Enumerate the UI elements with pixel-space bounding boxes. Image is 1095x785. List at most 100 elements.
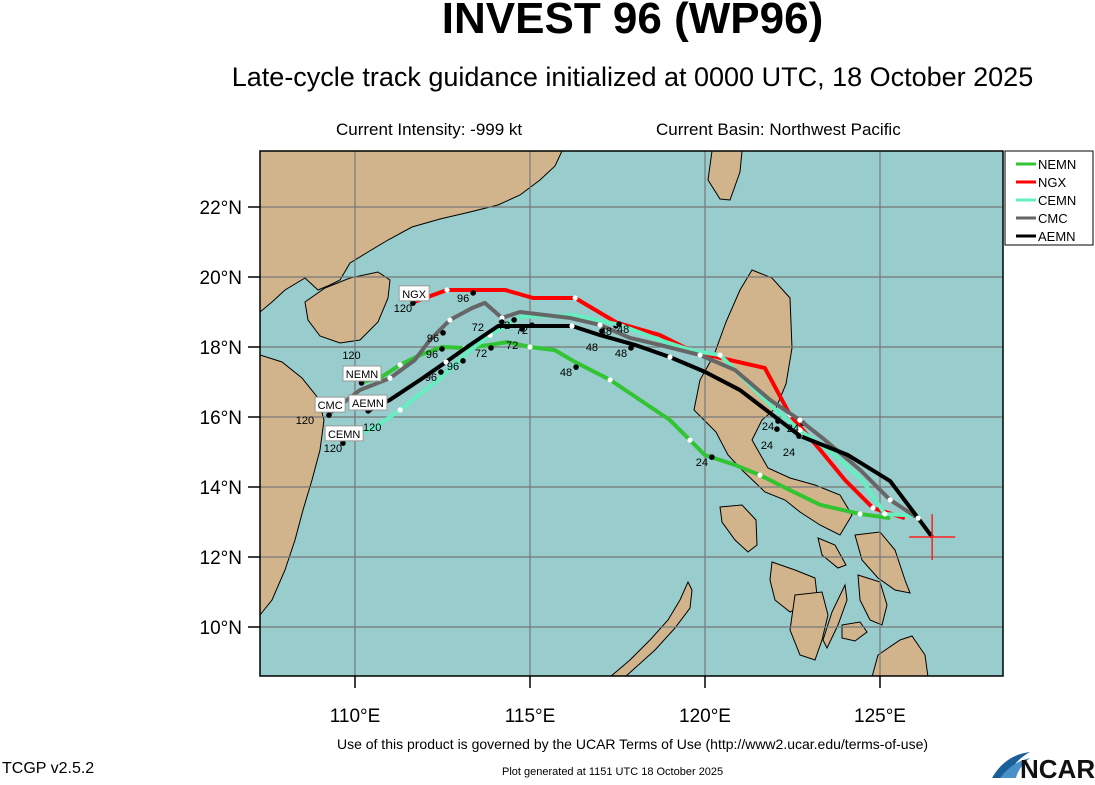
forecast-hour-label: 96 — [447, 361, 459, 373]
forecast-hour-dot — [410, 300, 416, 306]
forecast-hour-label: 96 — [426, 349, 438, 361]
legend-box — [1004, 150, 1094, 246]
forecast-hour-label: 48 — [600, 326, 612, 338]
legend-label: CEMN — [1038, 193, 1076, 208]
track-name-box — [314, 396, 346, 413]
forecast-hour-dot — [440, 330, 446, 336]
track-name-label: NGX — [402, 289, 427, 301]
forecast-hour-label: 48 — [617, 324, 629, 336]
y-tick-label: 10°N — [200, 618, 242, 639]
forecast-hour-label: 72 — [498, 320, 510, 332]
forecast-hour-dot — [616, 321, 622, 327]
forecast-hour-label: 48 — [615, 348, 627, 360]
page-subtitle: Late-cycle track guidance initialized at… — [231, 62, 1034, 92]
forecast-hour-dot — [774, 426, 780, 432]
track-point-12h — [527, 344, 533, 350]
forecast-hour-label: 48 — [586, 342, 598, 354]
track-line — [367, 324, 934, 539]
track-cmc — [326, 300, 920, 520]
axis-ticks: 110°E 115°E 120°E 125°E 10°N 12°N 14°N 16°N 18°N… — [200, 198, 906, 727]
x-tick-label: 120°E — [679, 706, 731, 727]
forecast-hour-dot — [599, 328, 605, 334]
track-name-box — [324, 425, 364, 442]
land-cebu — [822, 583, 848, 650]
forecast-hour-label: 24 — [783, 447, 795, 459]
forecast-hour-dot — [573, 364, 579, 370]
track-point-12h — [569, 323, 575, 329]
forecast-hour-dot — [499, 319, 505, 325]
forecast-hour-dot — [326, 412, 332, 418]
y-tick-label: 12°N — [200, 548, 242, 569]
forecast-hour-label: 72 — [516, 325, 528, 337]
forecast-hour-label: 24 — [787, 423, 799, 435]
track-point-12h — [444, 287, 450, 293]
track-point-12h — [443, 359, 449, 365]
forecast-hour-label: 24 — [761, 440, 773, 452]
forecast-hour-dot — [439, 346, 445, 352]
land-taiwan — [707, 151, 743, 201]
land-mindoro — [719, 504, 758, 553]
forecast-hour-label: 96 — [457, 293, 469, 305]
land-masbate — [817, 537, 847, 569]
land-samar — [854, 531, 911, 594]
track-point-12h — [687, 437, 693, 443]
land-mindanao — [871, 635, 929, 676]
track-point-12h — [915, 515, 921, 521]
ncar-logo: NCAR — [990, 750, 1095, 785]
track-line — [328, 300, 920, 520]
forecast-hour-dot — [460, 358, 466, 364]
forecast-hour-dot — [488, 345, 494, 351]
track-name-box — [342, 365, 382, 382]
y-tick-label: 22°N — [200, 198, 242, 219]
forecast-hour-label: 72 — [506, 340, 518, 352]
track-point-12h — [797, 427, 803, 433]
track-name-box — [348, 394, 388, 411]
forecast-hour-dot — [796, 433, 802, 439]
legend-label: AEMN — [1038, 229, 1076, 244]
track-point-12h — [870, 505, 876, 511]
forecast-hour-label: 72 — [475, 348, 487, 360]
land-vietnam — [260, 354, 325, 616]
map-frame — [259, 150, 1004, 677]
track-name-label: AEMN — [352, 398, 384, 410]
forecast-hour-label: 96 — [425, 372, 437, 384]
current-basin: Current Basin: Northwest Pacific — [656, 120, 901, 139]
track-aemn — [365, 323, 934, 539]
forecast-hour-dot — [519, 326, 525, 332]
ncar-logo-text: NCAR — [1020, 754, 1095, 780]
forecast-hour-label: 120 — [363, 422, 381, 434]
y-tick-label: 16°N — [200, 408, 242, 429]
forecast-hour-dot — [511, 317, 517, 323]
track-point-12h — [572, 295, 578, 301]
forecast-hour-dot — [709, 454, 715, 460]
forecast-hour-label: 48 — [560, 367, 572, 379]
track-point-12h — [397, 407, 403, 413]
track-name-label: CEMN — [328, 429, 360, 441]
x-tick-label: 115°E — [505, 706, 556, 727]
forecast-hour-label: 120 — [296, 415, 314, 427]
track-point-12h — [597, 322, 603, 328]
forecast-tracks — [326, 287, 956, 561]
forecast-hour-label: 120 — [394, 303, 412, 315]
track-point-12h — [447, 317, 453, 323]
forecast-hour-label: 72 — [472, 322, 484, 334]
track-point-12h — [717, 352, 723, 358]
land-palawan — [610, 580, 693, 676]
track-point-12h — [387, 375, 393, 381]
track-point-12h — [757, 472, 763, 478]
track-line — [343, 313, 921, 519]
land-china — [260, 151, 563, 313]
track-point-12h — [797, 417, 803, 423]
forecast-hour-label: 120 — [324, 443, 342, 455]
legend-label: NGX — [1038, 175, 1067, 190]
forecast-hour-label: 24 — [696, 457, 708, 469]
ncar-logo-swoosh — [1000, 758, 1030, 778]
track-point-12h — [882, 511, 888, 517]
track-name-label: NEMN — [346, 369, 378, 381]
x-tick-label: 110°E — [330, 706, 381, 727]
y-tick-label: 18°N — [200, 338, 242, 359]
legend: NEMN NGX CEMN CMC AEMN — [1004, 150, 1094, 246]
y-tick-label: 14°N — [200, 478, 242, 499]
forecast-hour-label: 96 — [427, 333, 439, 345]
